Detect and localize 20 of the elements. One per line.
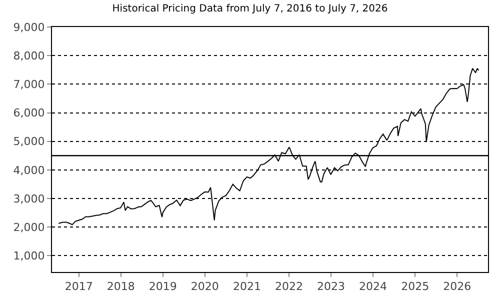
x-tick-label: 2019 [148,280,177,294]
y-tick-label: 9,000 [13,20,45,34]
x-tick-label: 2018 [106,280,135,294]
x-tick-label: 2025 [401,280,430,294]
x-tick-label: 2023 [317,280,346,294]
x-tick-label: 2021 [233,280,262,294]
x-tick-label: 2026 [443,280,472,294]
y-tick-label: 3,000 [13,192,45,206]
y-tick-label: 1,000 [13,250,45,263]
y-tick-label: 4,000 [13,164,45,177]
x-tick-label: 2024 [359,280,388,294]
chart-title: Historical Pricing Data from July 7, 2016 to July 7, 2026 [112,4,388,14]
y-tick-label: 2,000 [13,220,45,234]
x-tick-label: 2022 [275,280,304,294]
y-tick-label: 8,000 [13,49,45,62]
y-tick-label: 5,000 [13,135,45,148]
y-tick-label: 7,000 [13,78,45,92]
x-tick-label: 2020 [190,280,219,294]
y-tick-label: 6,000 [13,106,45,120]
x-tick-label: 2017 [64,280,93,294]
